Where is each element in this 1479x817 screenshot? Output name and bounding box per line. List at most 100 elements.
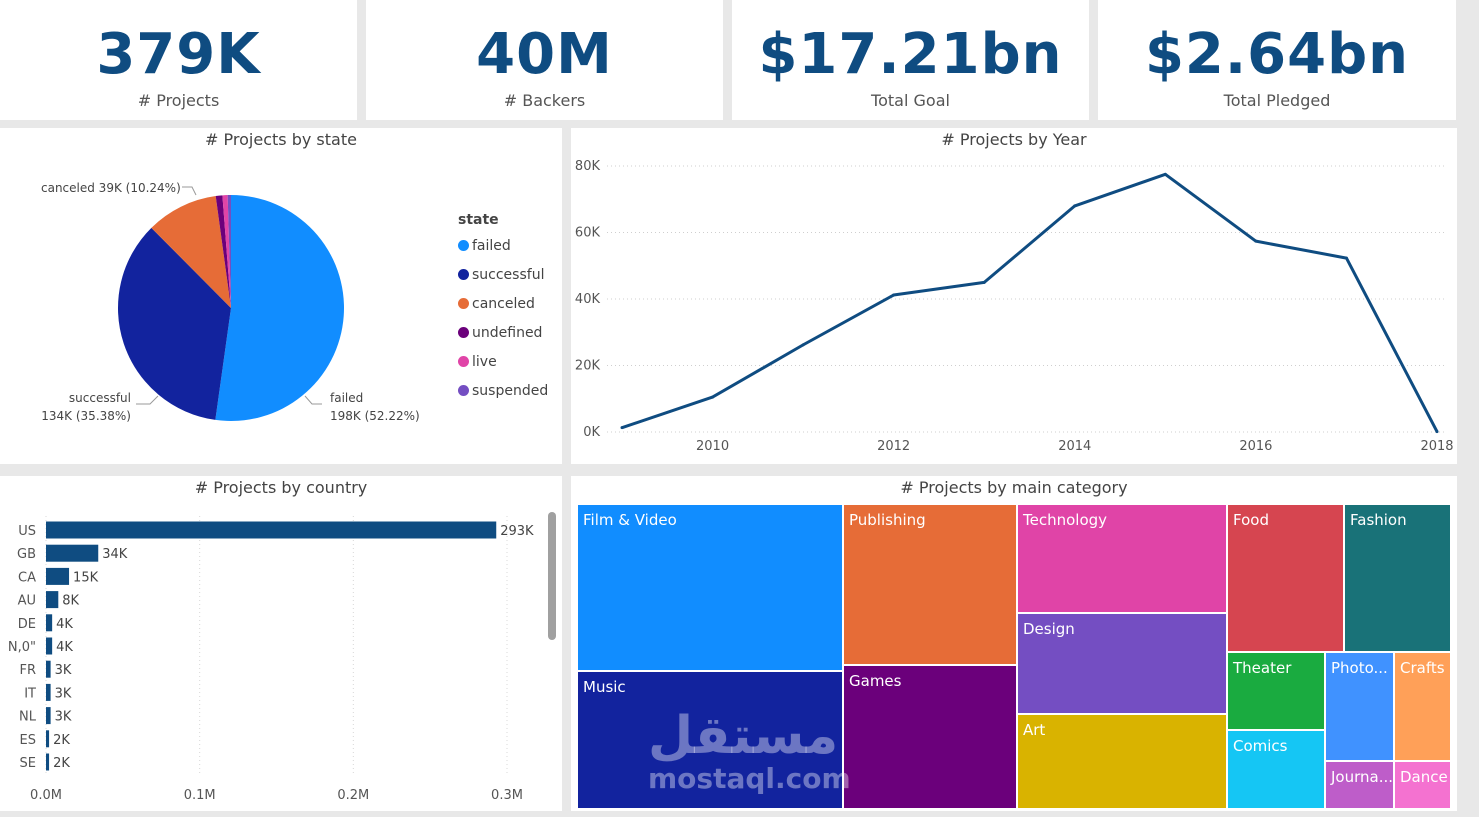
treemap-cell-games[interactable]: Games: [843, 665, 1017, 809]
kpi-card-projects[interactable]: 379K # Projects: [0, 0, 357, 120]
line-point[interactable]: [711, 395, 715, 399]
legend-item-undefined[interactable]: undefined: [458, 318, 548, 347]
line-point[interactable]: [620, 426, 624, 430]
pie-chart-panel[interactable]: # Projects by state canceled 39K (10.24%…: [0, 128, 562, 464]
bar-CA[interactable]: [46, 567, 70, 585]
kpi-card-backers[interactable]: 40M # Backers: [366, 0, 723, 120]
legend-item-canceled[interactable]: canceled: [458, 289, 548, 318]
bar-ES[interactable]: [46, 730, 50, 748]
x-tick-label: 2014: [1058, 439, 1091, 454]
kpi-value: 379K: [96, 22, 261, 87]
y-category-label: FR: [19, 663, 36, 678]
bar-US[interactable]: [46, 521, 497, 539]
bar-scrollbar[interactable]: [548, 512, 556, 640]
treemap-cell-label: Photo...: [1331, 659, 1388, 677]
pie-slice-suspended[interactable]: [227, 195, 231, 308]
line-point[interactable]: [1254, 239, 1258, 243]
bar-SE[interactable]: [46, 753, 50, 771]
treemap: Film & Video Music Publishing Games Tech…: [577, 504, 1451, 809]
line-chart-panel[interactable]: # Projects by Year 0K 20K 40K 60K 80K 2010 201…: [571, 128, 1457, 464]
treemap-cell-label: Publishing: [849, 511, 926, 529]
line-point[interactable]: [892, 293, 896, 297]
pie-label-failed-value: 198K (52.22%): [330, 409, 420, 423]
pie-chart[interactable]: canceled 39K (10.24%) successful 134K (3…: [0, 128, 450, 464]
bar-chart-title: # Projects by country: [194, 478, 368, 497]
bar-N,0"[interactable]: [46, 637, 53, 655]
legend-dot: [458, 356, 469, 367]
pie-chart-title: # Projects by state: [205, 130, 357, 149]
x-tick-label: 0.3M: [491, 788, 523, 803]
line-point[interactable]: [1073, 204, 1077, 208]
bar-IT[interactable]: [46, 683, 51, 701]
y-category-label: DE: [18, 617, 36, 632]
treemap-title: # Projects by main category: [900, 478, 1128, 497]
treemap-cell-label: Film & Video: [583, 511, 677, 529]
bar-value-label: 2K: [53, 756, 70, 771]
kpi-value: 40M: [476, 22, 613, 87]
line-point[interactable]: [1435, 430, 1439, 434]
legend-title: state: [458, 212, 499, 228]
treemap-cell-label: Comics: [1233, 737, 1288, 755]
line-point[interactable]: [1163, 172, 1167, 176]
treemap-cell-publishing[interactable]: Publishing: [843, 504, 1017, 665]
treemap-cell-technology[interactable]: Technology: [1017, 504, 1227, 613]
line-point[interactable]: [801, 343, 805, 347]
x-tick-label: 0.0M: [30, 788, 62, 803]
bar-chart-panel[interactable]: # Projects by country 0.0M 0.1M 0.2M 0.3M US…: [0, 476, 562, 811]
pie-label-canceled: canceled 39K (10.24%): [41, 181, 181, 195]
legend-item-successful[interactable]: successful: [458, 260, 548, 289]
bar-NL[interactable]: [46, 707, 51, 725]
treemap-cell-theater[interactable]: Theater: [1227, 652, 1325, 730]
kpi-card-total-pledged[interactable]: $2.64bn Total Pledged: [1098, 0, 1456, 120]
treemap-cell-fashion[interactable]: Fashion: [1344, 504, 1451, 652]
bar-DE[interactable]: [46, 614, 53, 632]
y-category-label: ES: [20, 733, 36, 748]
treemap-cell-label: Dance: [1400, 768, 1448, 786]
treemap-cell-journalism[interactable]: Journa...: [1325, 761, 1394, 809]
treemap-cell-label: Theater: [1233, 659, 1292, 677]
x-tick-label: 2012: [877, 439, 910, 454]
y-category-label: NL: [19, 710, 37, 725]
treemap-cell-film-video[interactable]: Film & Video: [577, 504, 843, 671]
pie-slice-failed[interactable]: [215, 195, 344, 421]
line-chart[interactable]: 0K 20K 40K 60K 80K 2010 2012 2014 2016 2018: [571, 128, 1457, 464]
line-chart-title: # Projects by Year: [941, 130, 1087, 149]
pie-slice-undefined[interactable]: [215, 195, 231, 308]
pie-slice-successful[interactable]: [117, 227, 231, 420]
treemap-cell-music[interactable]: Music: [577, 671, 843, 809]
bar-chart[interactable]: 0.0M 0.1M 0.2M 0.3M US 293K GB 34K CA 15K AU 8K DE 4K…: [0, 476, 562, 811]
treemap-cell-design[interactable]: Design: [1017, 613, 1227, 714]
line-point[interactable]: [1344, 256, 1348, 260]
treemap-cell-label: Journa...: [1331, 768, 1394, 786]
y-tick-label: 20K: [575, 359, 601, 374]
treemap-panel[interactable]: # Projects by main category Film & Video…: [571, 476, 1457, 811]
line-point[interactable]: [982, 280, 986, 284]
legend-item-failed[interactable]: failed: [458, 231, 548, 260]
treemap-cell-photography[interactable]: Photo...: [1325, 652, 1394, 761]
y-tick-label: 80K: [575, 159, 601, 174]
kpi-label: # Backers: [503, 91, 586, 110]
bar-value-label: 4K: [56, 617, 73, 632]
pie-slice-canceled[interactable]: [151, 196, 231, 308]
bar-FR[interactable]: [46, 660, 51, 678]
y-category-label: N,0": [8, 640, 36, 655]
legend-label: undefined: [472, 324, 543, 341]
bar-GB[interactable]: [46, 544, 99, 562]
treemap-cell-art[interactable]: Art: [1017, 714, 1227, 809]
x-tick-label: 0.2M: [337, 788, 369, 803]
bar-AU[interactable]: [46, 591, 59, 609]
treemap-cell-dance[interactable]: Dance: [1394, 761, 1451, 809]
treemap-cell-food[interactable]: Food: [1227, 504, 1344, 652]
treemap-cell-comics[interactable]: Comics: [1227, 730, 1325, 809]
x-tick-label: 2018: [1420, 439, 1453, 454]
kpi-value: $17.21bn: [758, 22, 1063, 87]
treemap-cell-label: Fashion: [1350, 511, 1407, 529]
kpi-card-total-goal[interactable]: $17.21bn Total Goal: [732, 0, 1089, 120]
legend-item-live[interactable]: live: [458, 347, 548, 376]
legend-dot: [458, 240, 469, 251]
line-series[interactable]: [621, 172, 1439, 433]
legend-item-suspended[interactable]: suspended: [458, 376, 548, 405]
bar-value-label: 15K: [73, 570, 99, 585]
treemap-cell-crafts[interactable]: Crafts: [1394, 652, 1451, 761]
pie-slice-live[interactable]: [222, 195, 231, 308]
